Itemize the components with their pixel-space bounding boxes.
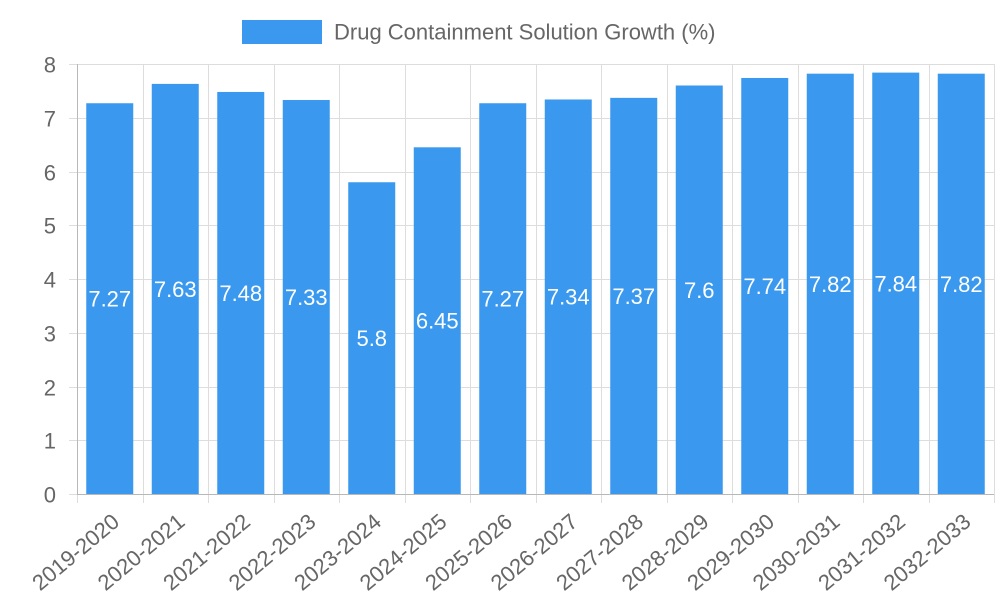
data-label: 7.84 bbox=[874, 271, 917, 296]
bar-2021-2022[interactable] bbox=[217, 91, 265, 494]
bar-2028-2029[interactable] bbox=[675, 85, 723, 495]
bar-2029-2030[interactable] bbox=[741, 77, 789, 494]
bar-2019-2020[interactable] bbox=[86, 103, 134, 495]
data-label: 7.82 bbox=[809, 272, 852, 297]
bar-2024-2025[interactable] bbox=[413, 147, 461, 494]
bars bbox=[86, 72, 985, 495]
data-label: 7.27 bbox=[481, 287, 524, 312]
y-tick-label: 0 bbox=[44, 483, 56, 508]
bar-2025-2026[interactable] bbox=[479, 103, 527, 495]
legend-swatch[interactable] bbox=[242, 20, 322, 44]
bar-2031-2032[interactable] bbox=[872, 72, 920, 494]
bar-2020-2021[interactable] bbox=[151, 83, 199, 494]
data-label: 7.82 bbox=[940, 272, 983, 297]
data-label: 6.45 bbox=[416, 309, 459, 334]
data-label: 7.34 bbox=[547, 285, 590, 310]
legend-label[interactable]: Drug Containment Solution Growth (%) bbox=[334, 20, 716, 45]
data-label: 7.33 bbox=[285, 285, 328, 310]
data-label: 7.27 bbox=[88, 287, 131, 312]
bar-2030-2031[interactable] bbox=[806, 73, 854, 495]
y-tick-label: 1 bbox=[44, 429, 56, 454]
y-tick-label: 3 bbox=[44, 322, 56, 347]
bar-2026-2027[interactable] bbox=[544, 99, 592, 494]
y-tick-label: 5 bbox=[44, 214, 56, 239]
data-label: 7.37 bbox=[612, 284, 655, 309]
y-tick-label: 6 bbox=[44, 161, 56, 186]
bar-2027-2028[interactable] bbox=[610, 97, 658, 495]
y-tick-label: 7 bbox=[44, 107, 56, 132]
data-label: 5.8 bbox=[356, 326, 387, 351]
grid bbox=[77, 64, 995, 494]
legend: Drug Containment Solution Growth (%) bbox=[242, 20, 716, 45]
data-label: 7.63 bbox=[154, 277, 197, 302]
y-tick-label: 2 bbox=[44, 376, 56, 401]
data-label: 7.48 bbox=[219, 281, 262, 306]
data-label: 7.74 bbox=[743, 274, 786, 299]
bar-2023-2024[interactable] bbox=[348, 182, 396, 494]
y-tick-label: 4 bbox=[44, 268, 56, 293]
y-tick-label: 8 bbox=[44, 53, 56, 78]
data-label: 7.6 bbox=[684, 278, 715, 303]
axes bbox=[69, 64, 995, 503]
bar-2022-2023[interactable] bbox=[282, 100, 330, 494]
bar-2032-2033[interactable] bbox=[937, 73, 985, 495]
